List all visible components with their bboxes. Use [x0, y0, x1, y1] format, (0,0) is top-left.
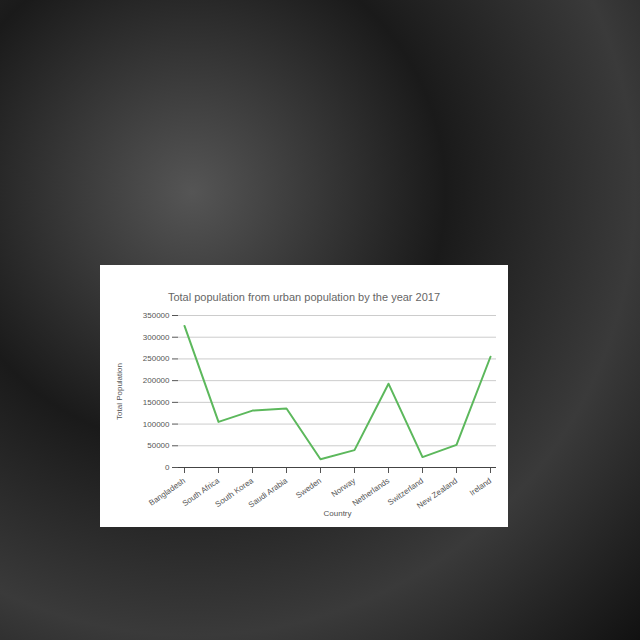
- svg-text:New Zealand: New Zealand: [415, 476, 459, 510]
- svg-text:150000: 150000: [143, 398, 170, 407]
- svg-text:250000: 250000: [143, 354, 170, 363]
- svg-text:Netherlands: Netherlands: [351, 476, 392, 508]
- svg-text:50000: 50000: [147, 441, 170, 450]
- svg-text:350000: 350000: [143, 311, 170, 320]
- svg-text:South Korea: South Korea: [213, 476, 256, 509]
- svg-text:0: 0: [165, 463, 170, 472]
- svg-text:Norway: Norway: [330, 476, 357, 499]
- svg-text:100000: 100000: [143, 420, 170, 429]
- svg-text:Country: Country: [323, 509, 351, 518]
- html-text:Total population from urban po: Total population from urban population b…: [167, 291, 441, 303]
- svg-text:300000: 300000: [143, 333, 170, 342]
- svg-text:Bangladesh: Bangladesh: [147, 476, 188, 508]
- svg-text:South Africa: South Africa: [180, 476, 222, 509]
- svg-text:Saudi Arabia: Saudi Arabia: [247, 476, 290, 510]
- svg-text:Switzerland: Switzerland: [386, 476, 426, 508]
- svg-text:Total Population: Total Population: [115, 363, 124, 420]
- svg-text:Ireland: Ireland: [468, 476, 493, 497]
- svg-text:Sweden: Sweden: [294, 476, 323, 500]
- svg-text:200000: 200000: [143, 376, 170, 385]
